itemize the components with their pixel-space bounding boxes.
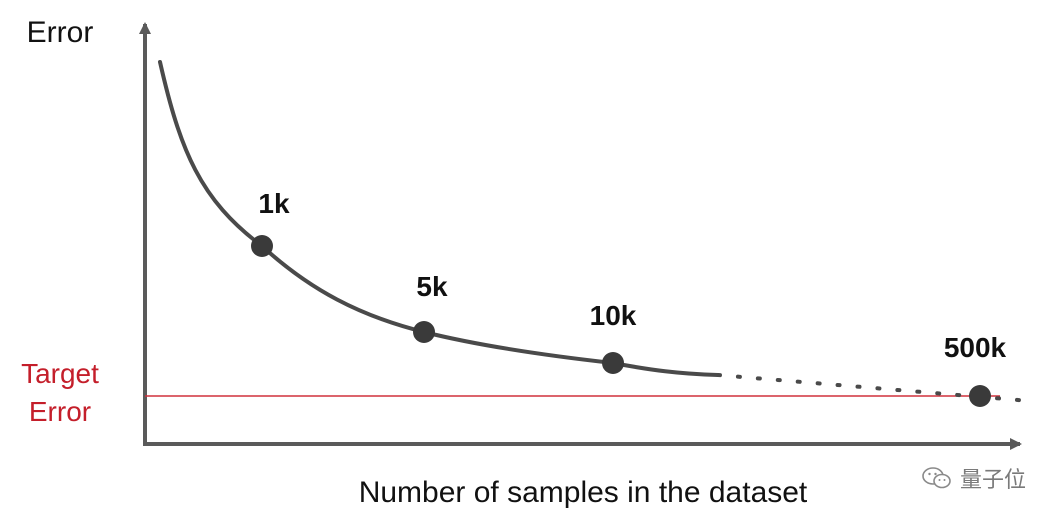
target-error-label-line1: Target [21,358,99,389]
target-error-label-line2: Error [29,396,91,427]
watermark-text: 量子位 [960,462,1026,494]
point-label-500k: 500k [944,332,1007,363]
point-10k [602,352,624,374]
point-1k [251,235,273,257]
point-5k [413,321,435,343]
x-axis-title: Number of samples in the dataset [359,476,808,509]
point-label-5k: 5k [416,271,448,302]
wechat-icon [922,466,952,490]
watermark: 量子位 [922,462,1026,494]
point-500k [969,385,991,407]
point-label-10k: 10k [590,300,637,331]
point-label-1k: 1k [258,188,290,219]
y-axis-title: Error [27,16,94,49]
